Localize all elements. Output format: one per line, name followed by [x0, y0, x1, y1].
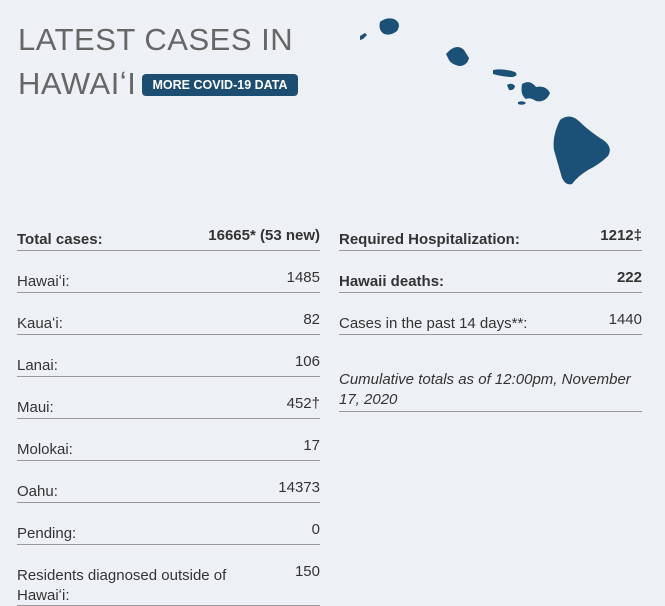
data-row: Residents diagnosed outside of Hawaiʻi: 1… [17, 562, 320, 606]
row-label: Kauaʻi: [17, 315, 63, 332]
row-value: 222 [616, 269, 642, 286]
row-label: Cases in the past 14 days**: [339, 315, 528, 332]
title-line: LATEST CASES IN [18, 22, 294, 57]
row-label: Maui: [17, 399, 54, 416]
data-row: Oahu: 14373 [17, 478, 320, 503]
row-label: Required Hospitalization: [339, 231, 520, 248]
row-label: Hawaii deaths: [339, 273, 445, 290]
title-line: HAWAIʻI [18, 66, 137, 101]
data-row: Maui: 452† [17, 394, 320, 419]
row-value: 1440 [608, 311, 642, 328]
row-label: Hawaiʻi: [17, 273, 70, 290]
row-value: 452† [286, 395, 320, 412]
data-row: Required Hospitalization: 1212‡ [339, 226, 642, 251]
row-value: 14373 [278, 479, 320, 496]
row-label: Molokai: [17, 441, 73, 458]
more-data-button[interactable]: MORE COVID-19 DATA [142, 74, 298, 96]
row-value: 150 [294, 563, 320, 580]
row-value: 16665* (53 new) [208, 227, 320, 244]
row-value: 1212‡ [600, 227, 642, 244]
data-row: Molokai: 17 [17, 436, 320, 461]
row-value: 82 [303, 311, 320, 328]
hawaii-map [360, 18, 610, 185]
row-label: Oahu: [17, 483, 58, 500]
data-row: Kauaʻi: 82 [17, 310, 320, 335]
row-label: Residents diagnosed outside of Hawaiʻi: [17, 567, 227, 604]
data-row: Hawaii deaths: 222 [339, 268, 642, 293]
row-value: 106 [294, 353, 320, 370]
note: Cumulative totals as of 12:00pm, Novembe… [339, 370, 642, 412]
row-label: Lanai: [17, 357, 58, 374]
data-row: Cases in the past 14 days**: 1440 [339, 310, 642, 335]
data-row: Pending: 0 [17, 520, 320, 545]
data-row: Lanai: 106 [17, 352, 320, 377]
row-value: 0 [311, 521, 320, 538]
row-label: Pending: [17, 525, 77, 542]
data-row: Total cases: 16665* (53 new) [17, 226, 320, 251]
row-value: 1485 [286, 269, 320, 286]
row-value: 17 [303, 437, 320, 454]
row-label: Total cases: [17, 231, 103, 248]
data-row: Hawaiʻi: 1485 [17, 268, 320, 293]
